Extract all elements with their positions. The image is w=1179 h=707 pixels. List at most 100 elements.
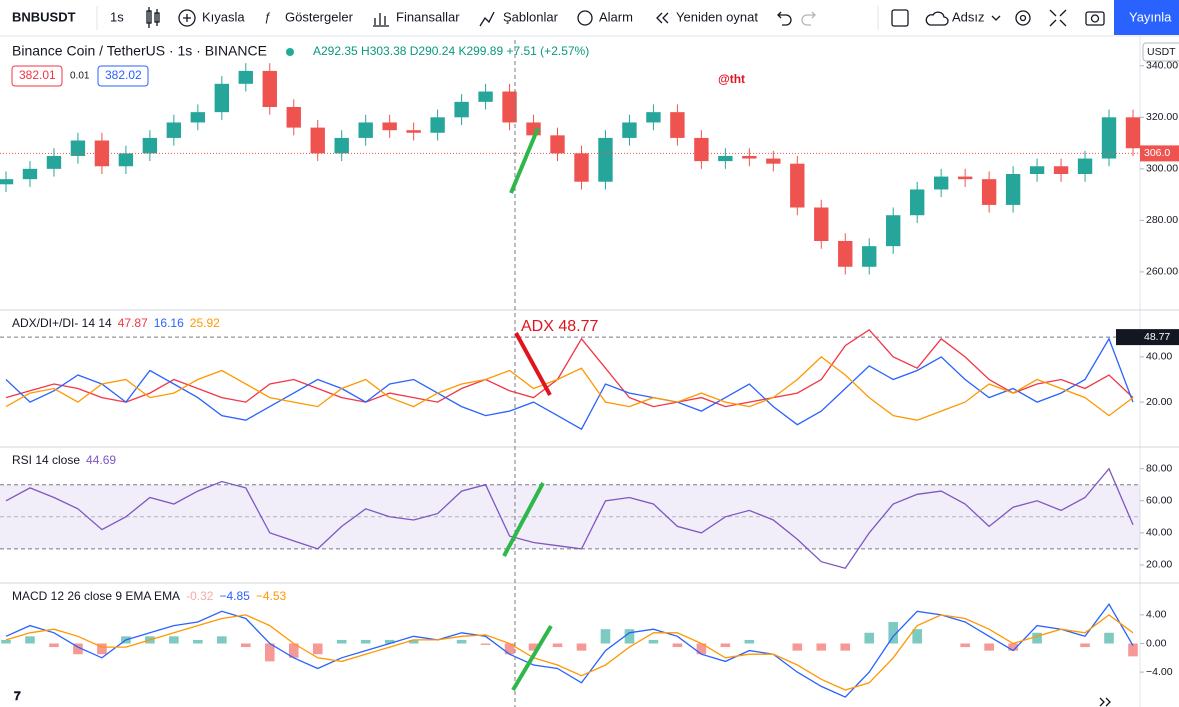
candle-body xyxy=(1005,174,1021,205)
y-tick-label: 300.00 xyxy=(1146,163,1178,175)
cloud-icon xyxy=(925,11,949,26)
settings[interactable] xyxy=(1015,10,1031,26)
candle-body xyxy=(1077,158,1093,174)
pane-title: RSI 14 close xyxy=(12,453,80,467)
pane-title: ADX/DI+/DI- 14 14 xyxy=(12,316,112,330)
scroll-right[interactable] xyxy=(1099,697,1111,707)
pane-title: MACD 12 26 close 9 EMA EMA xyxy=(12,589,180,603)
legend-value: 47.87 xyxy=(118,316,148,330)
histogram-bar xyxy=(576,643,587,651)
indicator-line xyxy=(5,328,1134,408)
y-tick-label: 40.00 xyxy=(1146,351,1172,363)
templates-icon xyxy=(479,11,495,27)
legend-value: 25.92 xyxy=(190,316,220,330)
histogram-bar xyxy=(1128,643,1138,657)
candle-body xyxy=(214,83,230,113)
watermark: @tht xyxy=(718,72,745,86)
marker-label: 48.77 xyxy=(1144,331,1170,343)
financials[interactable]: Finansallar xyxy=(396,9,460,24)
pane-legend: MACD 12 26 close 9 EMA EMA -0.32 −4.85 −4.5… xyxy=(12,589,287,603)
trend-line[interactable] xyxy=(509,127,540,194)
fullscreen[interactable] xyxy=(1049,9,1067,27)
layout-name[interactable]: Adsız xyxy=(952,9,985,24)
publish-label[interactable]: Yayınla xyxy=(1129,9,1172,24)
histogram-bar xyxy=(1080,643,1090,648)
legend-value: 44.69 xyxy=(86,453,116,467)
chart-title: Binance Coin / TetherUS · 1s · BINANCE xyxy=(12,43,267,59)
candle-body xyxy=(358,122,373,138)
indicator-line xyxy=(5,337,1134,431)
histogram-bar xyxy=(912,629,922,644)
candle-body xyxy=(238,70,253,84)
candle-body xyxy=(382,122,397,131)
compare-icon[interactable] xyxy=(178,9,196,27)
candle-body xyxy=(1053,166,1069,174)
candle-body xyxy=(190,112,206,123)
candle-body xyxy=(286,107,301,128)
y-tick-label: 0.00 xyxy=(1146,637,1167,649)
histogram-bar xyxy=(744,639,755,644)
candle-body xyxy=(46,155,62,169)
candle-body xyxy=(933,176,949,190)
histogram-bar xyxy=(552,643,563,648)
indicator-line xyxy=(5,614,1134,691)
candle-body xyxy=(766,158,781,164)
bid: 382.01 xyxy=(19,68,56,82)
histogram-bar xyxy=(864,632,875,644)
candle-body xyxy=(909,189,925,216)
compare[interactable]: Kıyasla xyxy=(202,9,245,24)
templates[interactable]: Şablonlar xyxy=(503,9,559,24)
candle-body xyxy=(262,70,277,107)
ask: 382.02 xyxy=(105,68,142,82)
candle-body xyxy=(94,140,110,167)
axis-unit-box xyxy=(1142,42,1179,62)
spread: 0.01 xyxy=(70,71,90,82)
pane-legend: RSI 14 close 44.69 xyxy=(12,453,116,467)
histogram-bar xyxy=(888,622,899,644)
trend-line[interactable] xyxy=(511,624,553,692)
histogram-bar xyxy=(1032,632,1042,644)
y-tick-label: 80.00 xyxy=(1146,462,1172,474)
candle-body xyxy=(574,153,589,182)
trend-line[interactable] xyxy=(502,482,545,557)
candle-body xyxy=(502,91,517,123)
histogram-bar xyxy=(1104,632,1114,644)
histogram-bar xyxy=(49,643,59,648)
layout-icon[interactable] xyxy=(891,9,909,27)
legend-value: -0.32 xyxy=(186,589,214,603)
candle-body xyxy=(957,176,973,180)
histogram-bar xyxy=(600,629,611,644)
financials-icon xyxy=(373,13,389,27)
alarm[interactable]: Alarm xyxy=(599,9,633,24)
replay[interactable]: Yeniden oynat xyxy=(676,9,758,24)
histogram-bar xyxy=(840,643,851,651)
histogram-bar xyxy=(240,643,251,648)
redo[interactable] xyxy=(801,11,816,26)
publish-button[interactable] xyxy=(1114,0,1179,35)
histogram-bar xyxy=(624,629,635,644)
candle-body xyxy=(118,153,134,167)
trend-line[interactable] xyxy=(514,332,552,396)
histogram-bar xyxy=(336,639,347,644)
ask-box xyxy=(97,65,149,87)
candle-body xyxy=(1125,117,1141,149)
snapshot[interactable] xyxy=(1085,11,1105,26)
indicators[interactable]: Göstergeler xyxy=(285,9,354,24)
compare-plus xyxy=(183,14,191,22)
histogram-bar xyxy=(288,643,299,658)
undo[interactable] xyxy=(777,11,792,26)
candle-body xyxy=(790,163,805,208)
dropdown[interactable] xyxy=(991,15,1001,21)
histogram-bar xyxy=(480,643,491,645)
histogram-bar xyxy=(25,636,35,644)
histogram-bar xyxy=(73,643,83,655)
symbol[interactable]: BNBUSDT xyxy=(12,9,76,24)
candle-body xyxy=(334,137,349,154)
candle-icon[interactable] xyxy=(146,7,160,28)
candle-body xyxy=(598,137,613,182)
histogram-bar xyxy=(672,643,683,648)
interval[interactable]: 1s xyxy=(110,9,124,24)
histogram-bar xyxy=(816,643,827,651)
y-tick-label: 60.00 xyxy=(1146,495,1172,507)
